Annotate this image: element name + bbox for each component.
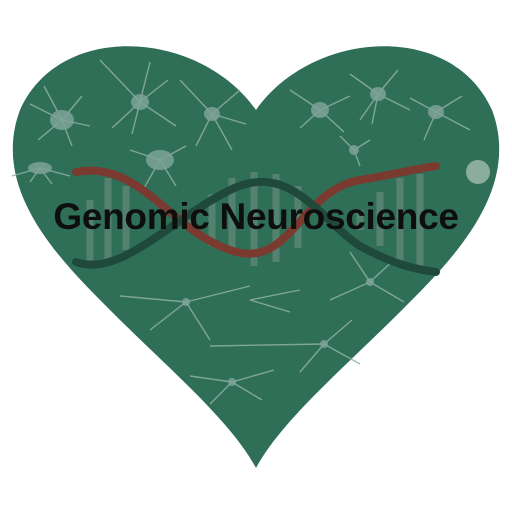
neuron-icon (28, 87, 490, 386)
dna-helix-icon (72, 162, 440, 276)
logo-title: Genomic Neuroscience (53, 196, 459, 237)
